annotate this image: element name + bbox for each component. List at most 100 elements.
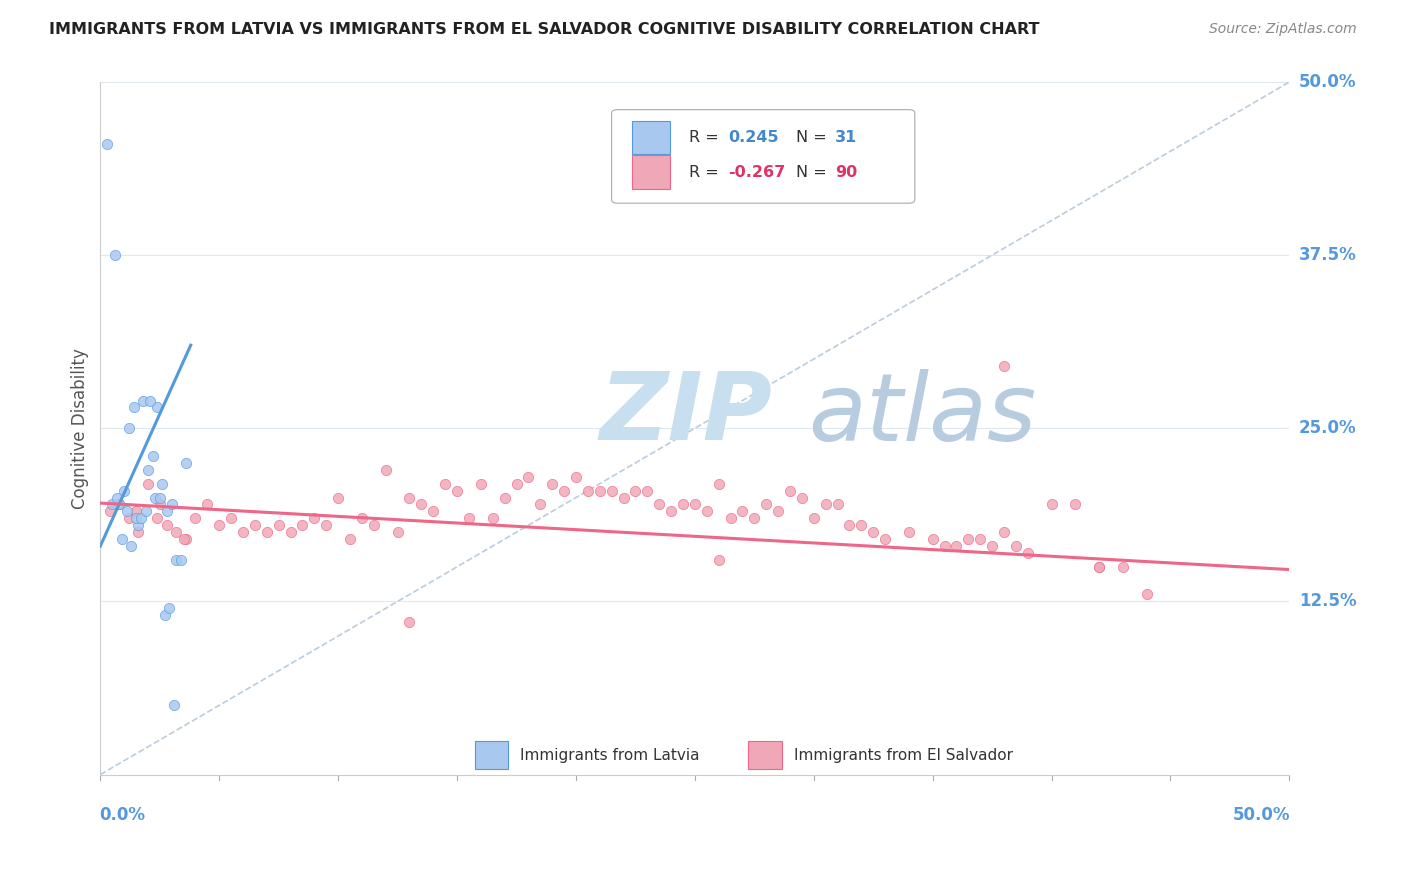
Point [683,498,706,512]
Point [731,504,754,518]
Point [1064,498,1087,512]
Point [118,511,141,525]
Point [98,504,121,518]
Point [576,483,599,498]
Point [165,525,187,540]
Point [153,608,176,623]
Point [136,476,159,491]
Point [851,518,873,533]
Point [120,539,142,553]
Point [115,504,138,518]
Point [838,518,860,533]
Text: 50.0%: 50.0% [1299,73,1357,91]
Point [481,511,503,525]
Point [981,539,1004,553]
Text: 0.245: 0.245 [728,130,779,145]
Point [160,498,183,512]
Point [742,511,765,525]
Point [969,532,991,546]
Point [624,483,647,498]
Text: 90: 90 [835,164,858,179]
Point [422,504,444,518]
Point [135,504,157,518]
Point [149,498,172,512]
Text: Immigrants from Latvia: Immigrants from Latvia [520,747,700,763]
Point [814,498,837,512]
Y-axis label: Cognitive Disability: Cognitive Disability [72,348,89,508]
Point [139,393,162,408]
Text: N =: N = [796,164,832,179]
Text: 37.5%: 37.5% [1299,246,1357,264]
Point [291,518,314,533]
Point [458,511,481,525]
Point [862,525,884,540]
Point [648,498,671,512]
Point [304,511,326,525]
Point [108,498,131,512]
Point [945,539,967,553]
Text: N =: N = [796,130,832,145]
Point [434,476,457,491]
Point [957,532,980,546]
Point [165,553,187,567]
Point [170,553,193,567]
Text: Source: ZipAtlas.com: Source: ZipAtlas.com [1209,22,1357,37]
Text: ZIP: ZIP [600,368,773,460]
Point [1088,559,1111,574]
Text: 0.0%: 0.0% [100,805,145,823]
Text: 25.0%: 25.0% [1299,419,1357,437]
Point [157,601,180,615]
FancyBboxPatch shape [748,741,782,769]
Text: R =: R = [689,130,724,145]
Point [505,476,527,491]
Point [1136,587,1159,601]
Point [659,504,682,518]
Point [565,469,588,483]
Point [184,511,207,525]
Point [127,525,149,540]
Point [174,456,197,470]
Point [328,491,350,505]
Point [101,498,124,512]
Point [790,491,813,505]
Point [129,511,152,525]
Point [755,498,778,512]
Text: 31: 31 [835,130,858,145]
Point [921,532,943,546]
Point [1005,539,1028,553]
Point [387,525,409,540]
Point [108,498,131,512]
Point [589,483,612,498]
Point [112,483,135,498]
Point [315,518,337,533]
Point [150,476,173,491]
Point [446,483,468,498]
Text: -0.267: -0.267 [728,164,786,179]
Point [672,498,695,512]
Point [243,518,266,533]
Point [174,532,197,546]
Point [136,463,159,477]
Point [636,483,658,498]
Point [612,491,634,505]
Point [707,476,730,491]
Point [875,532,897,546]
Point [398,491,420,505]
Point [993,359,1015,373]
Point [127,518,149,533]
Point [374,463,396,477]
Text: atlas: atlas [808,369,1036,460]
Point [142,449,165,463]
Point [766,504,789,518]
Point [146,511,169,525]
Point [350,511,373,525]
Point [104,248,127,262]
Point [339,532,361,546]
Point [232,525,254,540]
Point [470,476,492,491]
Point [411,498,433,512]
FancyBboxPatch shape [612,110,915,203]
Point [1040,498,1063,512]
Point [363,518,385,533]
Point [149,491,172,505]
